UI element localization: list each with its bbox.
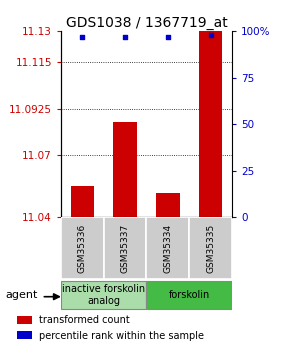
- Text: forskolin: forskolin: [168, 290, 210, 300]
- Bar: [17, 316, 32, 324]
- Text: GSM35336: GSM35336: [78, 224, 87, 273]
- Bar: [199, 31, 222, 217]
- Point: [208, 32, 213, 38]
- Point: [80, 34, 85, 39]
- Text: percentile rank within the sample: percentile rank within the sample: [39, 331, 204, 341]
- Bar: [104, 217, 146, 279]
- Text: GSM35337: GSM35337: [121, 224, 130, 273]
- Bar: [189, 217, 232, 279]
- Bar: [146, 217, 189, 279]
- Bar: [146, 281, 232, 309]
- Point: [123, 34, 127, 39]
- Text: transformed count: transformed count: [39, 315, 130, 325]
- Text: inactive forskolin
analog: inactive forskolin analog: [62, 284, 145, 306]
- Text: GSM35335: GSM35335: [206, 224, 215, 273]
- Point: [166, 34, 170, 39]
- Bar: [70, 186, 94, 217]
- Bar: [113, 122, 137, 217]
- Text: agent: agent: [6, 290, 38, 300]
- Text: GSM35334: GSM35334: [163, 224, 172, 273]
- Bar: [61, 281, 146, 309]
- Bar: [61, 217, 104, 279]
- Title: GDS1038 / 1367719_at: GDS1038 / 1367719_at: [66, 16, 227, 30]
- Bar: [156, 193, 180, 217]
- Bar: [17, 331, 32, 339]
